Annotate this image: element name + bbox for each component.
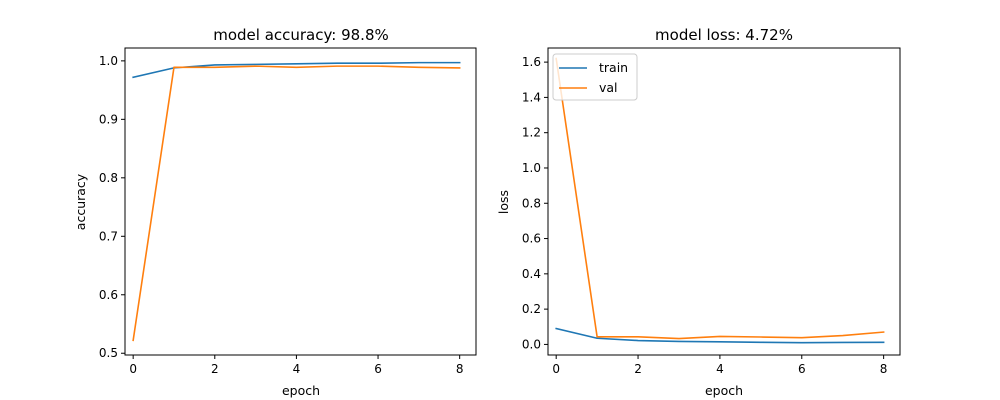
loss-chart: model loss: 4.72% epoch loss 0 2 4 6 8 0.0 0.2… — [496, 26, 901, 398]
accuracy-chart-y-tick-label: 0.6 — [99, 288, 118, 302]
accuracy-chart-val-line — [132, 65, 461, 342]
loss-chart-x-tick-label: 0 — [552, 362, 560, 376]
loss-chart-y-tick-label: 1.0 — [522, 161, 541, 175]
accuracy-chart-x-tick-label: 6 — [374, 362, 382, 376]
accuracy-chart-y-tick-label: 0.7 — [99, 229, 118, 243]
loss-chart-x-axis-label: epoch — [705, 383, 743, 398]
loss-chart-x-tick-label: 8 — [880, 362, 888, 376]
loss-chart-y-tick-label: 1.4 — [522, 90, 541, 104]
accuracy-chart: model accuracy: 98.8% epoch accuracy 0 2 4… — [73, 26, 477, 398]
accuracy-chart-x-axis-label: epoch — [282, 383, 320, 398]
loss-chart-x-tick-label: 2 — [634, 362, 642, 376]
accuracy-chart-x-tick-label: 0 — [129, 362, 137, 376]
loss-chart-x-tick-label: 4 — [716, 362, 724, 376]
loss-chart-y-tick-label: 0.2 — [522, 302, 541, 316]
accuracy-chart-x-tick-label: 8 — [456, 362, 464, 376]
accuracy-chart-y-tick-label: 0.5 — [99, 346, 118, 360]
loss-chart-train-line — [555, 327, 885, 344]
accuracy-chart-y-tick-label: 0.9 — [99, 112, 118, 126]
loss-chart-legend: train val — [552, 53, 638, 101]
accuracy-chart-y-axis-label: accuracy — [73, 173, 88, 230]
loss-chart-y-tick-label: 0.4 — [522, 267, 541, 281]
loss-chart-x-tick-label: 6 — [798, 362, 806, 376]
loss-chart-legend-val-label: val — [599, 80, 618, 95]
loss-chart-y-axis-label: loss — [496, 190, 511, 214]
loss-chart-y-tick-label: 1.2 — [522, 126, 541, 140]
accuracy-chart-x-tick-label: 2 — [211, 362, 219, 376]
loss-chart-y-tick-label: 0.0 — [522, 337, 541, 351]
accuracy-chart-plot-area — [124, 47, 477, 356]
loss-chart-legend-train-label: train — [599, 60, 628, 75]
accuracy-chart-x-tick-label: 4 — [293, 362, 301, 376]
loss-chart-y-tick-label: 0.6 — [522, 232, 541, 246]
accuracy-chart-y-tick-label: 0.8 — [99, 171, 118, 185]
accuracy-chart-title: model accuracy: 98.8% — [213, 26, 389, 44]
loss-chart-title: model loss: 4.72% — [655, 26, 793, 44]
loss-chart-val-line — [555, 57, 885, 340]
loss-chart-y-tick-label: 1.6 — [522, 55, 541, 69]
accuracy-chart-y-tick-label: 1.0 — [99, 54, 118, 68]
loss-chart-y-tick-label: 0.8 — [522, 196, 541, 210]
